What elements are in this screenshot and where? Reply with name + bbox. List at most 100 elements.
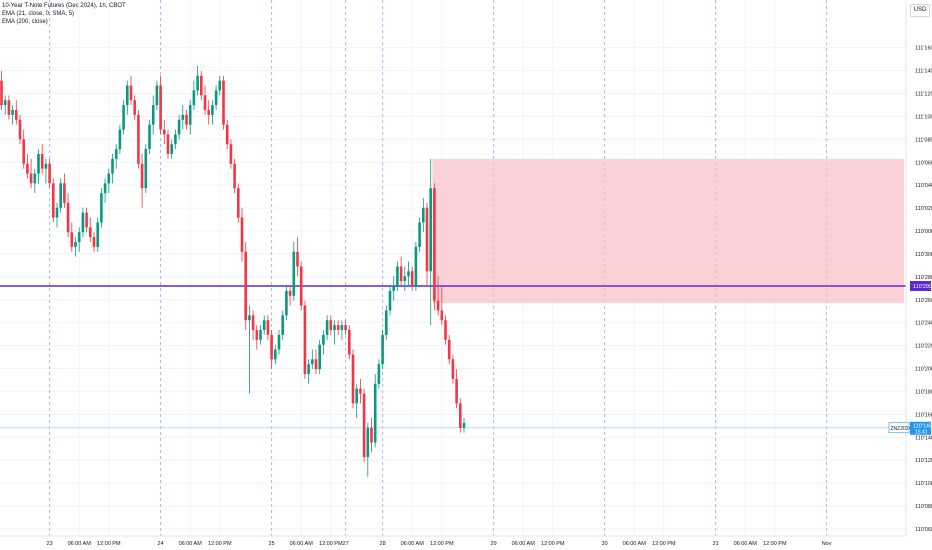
candle[interactable] <box>100 193 103 223</box>
candle[interactable] <box>196 75 199 91</box>
candle[interactable] <box>396 266 399 286</box>
candle[interactable] <box>185 114 188 125</box>
candle[interactable] <box>403 276 407 282</box>
candle[interactable] <box>103 183 107 194</box>
candle[interactable] <box>362 393 366 458</box>
candle[interactable] <box>151 105 155 125</box>
candle[interactable] <box>240 217 244 252</box>
candle[interactable] <box>96 222 99 247</box>
candle[interactable] <box>285 290 288 316</box>
candle[interactable] <box>340 325 344 330</box>
candle[interactable] <box>40 154 44 169</box>
candle[interactable] <box>129 85 133 101</box>
supply-zone-rectangle[interactable] <box>432 158 904 304</box>
candle[interactable] <box>85 212 88 228</box>
candle[interactable] <box>418 222 421 247</box>
candle[interactable] <box>0 80 3 106</box>
candle[interactable] <box>181 114 185 120</box>
candle[interactable] <box>140 163 144 189</box>
candle[interactable] <box>70 232 74 247</box>
candle[interactable] <box>159 85 162 130</box>
candle[interactable] <box>381 334 384 365</box>
candle[interactable] <box>144 149 148 189</box>
candle[interactable] <box>433 188 436 301</box>
level-price-tag[interactable] <box>910 281 931 291</box>
candle[interactable] <box>329 320 333 330</box>
ema-200-indicator[interactable]: EMA (200, close) <box>2 19 48 25</box>
candle[interactable] <box>440 310 444 321</box>
candle[interactable] <box>74 242 77 247</box>
candle[interactable] <box>18 119 22 140</box>
candle[interactable] <box>200 75 203 96</box>
candle[interactable] <box>233 163 236 189</box>
candle[interactable] <box>218 80 222 91</box>
candle[interactable] <box>314 359 318 370</box>
candle[interactable] <box>107 173 111 184</box>
candle[interactable] <box>407 271 410 277</box>
candle[interactable] <box>251 315 255 330</box>
candle[interactable] <box>148 124 151 150</box>
candle[interactable] <box>366 427 370 458</box>
candle[interactable] <box>133 100 136 115</box>
ema-21-indicator[interactable]: EMA (21, close, 0, SMA, 5) <box>2 11 75 17</box>
candle[interactable] <box>177 119 181 135</box>
candle[interactable] <box>410 271 414 286</box>
candle[interactable] <box>303 305 307 374</box>
candle[interactable] <box>399 266 403 282</box>
candle[interactable] <box>207 110 210 115</box>
candle[interactable] <box>336 325 340 330</box>
candle[interactable] <box>262 320 266 330</box>
candle[interactable] <box>307 364 310 374</box>
candle[interactable] <box>118 129 122 150</box>
candle[interactable] <box>166 134 170 154</box>
candle[interactable] <box>203 95 207 110</box>
candle[interactable] <box>48 163 51 184</box>
candle[interactable] <box>122 105 125 130</box>
candle[interactable] <box>377 364 381 384</box>
candle[interactable] <box>274 349 277 360</box>
candle[interactable] <box>318 344 321 370</box>
candle[interactable] <box>22 139 25 164</box>
candle[interactable] <box>255 330 259 340</box>
candle[interactable] <box>288 290 292 296</box>
candle[interactable] <box>388 290 392 311</box>
candle[interactable] <box>422 207 425 223</box>
candle[interactable] <box>55 207 59 218</box>
candle[interactable] <box>222 80 225 125</box>
candle[interactable] <box>277 334 281 350</box>
candle[interactable] <box>29 173 33 184</box>
candle[interactable] <box>462 422 466 428</box>
candle[interactable] <box>81 212 85 233</box>
candle[interactable] <box>44 163 48 169</box>
candle[interactable] <box>370 427 373 443</box>
candle[interactable] <box>385 310 388 335</box>
candle[interactable] <box>266 320 270 335</box>
candle[interactable] <box>126 85 129 106</box>
candle[interactable] <box>3 100 7 106</box>
candle[interactable] <box>163 129 166 135</box>
candle[interactable] <box>192 90 196 106</box>
candle[interactable] <box>63 183 66 203</box>
candle[interactable] <box>296 251 299 267</box>
candle[interactable] <box>26 163 29 174</box>
candle[interactable] <box>211 105 214 115</box>
candle[interactable] <box>229 144 233 164</box>
candle[interactable] <box>66 202 70 233</box>
candle[interactable] <box>436 300 440 311</box>
current-price-tag[interactable] <box>910 421 931 435</box>
candle[interactable] <box>322 334 325 345</box>
candle[interactable] <box>174 134 177 145</box>
candle[interactable] <box>311 359 314 365</box>
candle[interactable] <box>155 85 159 106</box>
candle[interactable] <box>429 188 432 272</box>
symbol-title[interactable]: 10-Year T-Note Futures (Dec 2024), 1h, C… <box>2 3 126 9</box>
candle[interactable] <box>52 183 55 218</box>
candle[interactable] <box>325 320 329 335</box>
candle[interactable] <box>373 383 377 443</box>
candle[interactable] <box>292 251 296 296</box>
candle[interactable] <box>89 227 92 238</box>
candle[interactable] <box>137 114 140 164</box>
candle[interactable] <box>111 158 114 174</box>
candle[interactable] <box>33 173 37 184</box>
